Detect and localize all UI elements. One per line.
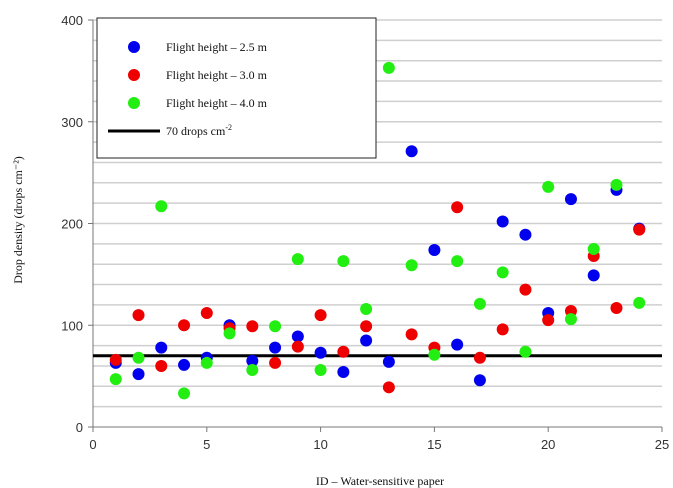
data-point-4-0m [291, 253, 304, 266]
data-point-2-5m [269, 341, 282, 354]
data-point-2-5m [155, 341, 168, 354]
data-point-3-0m [610, 301, 623, 314]
y-tick-label: 300 [61, 115, 83, 130]
data-point-3-0m [542, 314, 555, 327]
legend-label-4-0m: Flight height – 4.0 m [166, 96, 268, 110]
data-point-4-0m [564, 313, 577, 326]
data-point-4-0m [496, 266, 509, 279]
data-point-3-0m [155, 359, 168, 372]
data-point-3-0m [109, 353, 122, 366]
data-point-4-0m [337, 255, 350, 268]
data-point-3-0m [382, 381, 395, 394]
data-point-2-5m [132, 368, 145, 381]
data-point-4-0m [200, 356, 213, 369]
y-tick-label: 200 [61, 217, 83, 232]
data-point-4-0m [587, 242, 600, 255]
legend-label-3-0m: Flight height – 3.0 m [166, 68, 268, 82]
legend-marker-4-0m [128, 97, 140, 109]
x-tick-label: 25 [655, 437, 669, 452]
data-point-2-5m [337, 366, 350, 379]
data-point-3-0m [200, 307, 213, 320]
y-tick-label: 100 [61, 318, 83, 333]
data-point-4-0m [360, 302, 373, 315]
data-point-3-0m [337, 345, 350, 358]
data-point-4-0m [269, 320, 282, 333]
data-point-3-0m [405, 328, 418, 341]
data-point-3-0m [473, 351, 486, 364]
legend-marker-3-0m [128, 69, 140, 81]
data-point-4-0m [633, 296, 646, 309]
data-point-2-5m [178, 358, 191, 371]
data-point-3-0m [633, 223, 646, 236]
x-axis-label: ID – Water-sensitive paper [316, 474, 444, 488]
data-point-3-0m [269, 356, 282, 369]
x-tick-label: 10 [313, 437, 327, 452]
y-axis-label: Drop density (drops cm⁻²) [11, 156, 25, 284]
data-point-3-0m [291, 340, 304, 353]
data-points [109, 61, 646, 400]
legend: Flight height – 2.5 m Flight height – 3.… [96, 17, 377, 159]
data-point-2-5m [314, 346, 327, 359]
data-point-4-0m [610, 178, 623, 191]
data-point-2-5m [451, 338, 464, 351]
data-point-2-5m [428, 243, 441, 256]
data-point-2-5m [587, 269, 600, 282]
data-point-2-5m [360, 334, 373, 347]
data-point-2-5m [382, 355, 395, 368]
data-point-4-0m [542, 180, 555, 193]
x-tick-label: 20 [541, 437, 555, 452]
data-point-4-0m [246, 364, 259, 377]
legend-reference-label: 70 drops cm-2 [166, 123, 232, 138]
tick-labels: 0 100 200 300 400 0 5 10 15 20 25 [61, 13, 669, 452]
data-point-4-0m [519, 345, 532, 358]
x-tick-label: 15 [427, 437, 441, 452]
axes [88, 19, 663, 432]
data-point-4-0m [451, 255, 464, 268]
data-point-4-0m [178, 387, 191, 400]
data-point-2-5m [246, 354, 259, 367]
y-tick-label: 0 [76, 420, 83, 435]
data-point-4-0m [109, 373, 122, 386]
horizontal-gridlines [93, 19, 662, 408]
data-point-3-0m [360, 320, 373, 333]
data-point-4-0m [405, 259, 418, 272]
data-point-4-0m [428, 348, 441, 361]
data-point-2-5m [405, 145, 418, 158]
legend-label-2-5m: Flight height – 2.5 m [166, 40, 268, 54]
data-point-3-0m [519, 283, 532, 296]
data-point-3-0m [246, 320, 259, 333]
data-point-4-0m [223, 327, 236, 340]
data-point-4-0m [132, 351, 145, 364]
data-point-2-5m [473, 374, 486, 387]
data-point-2-5m [496, 215, 509, 228]
data-point-4-0m [155, 200, 168, 213]
data-point-3-0m [314, 309, 327, 322]
legend-box [96, 17, 377, 159]
data-point-3-0m [132, 309, 145, 322]
data-point-2-5m [564, 193, 577, 206]
x-tick-label: 5 [203, 437, 210, 452]
data-point-4-0m [314, 364, 327, 377]
legend-marker-2-5m [128, 41, 140, 53]
data-point-4-0m [473, 297, 486, 310]
data-point-3-0m [178, 319, 191, 332]
data-point-3-0m [496, 323, 509, 336]
data-point-4-0m [382, 61, 395, 74]
data-point-2-5m [519, 228, 532, 241]
data-point-2-5m [291, 330, 304, 343]
x-tick-label: 0 [89, 437, 96, 452]
y-tick-label: 400 [61, 13, 83, 28]
data-point-3-0m [451, 201, 464, 214]
